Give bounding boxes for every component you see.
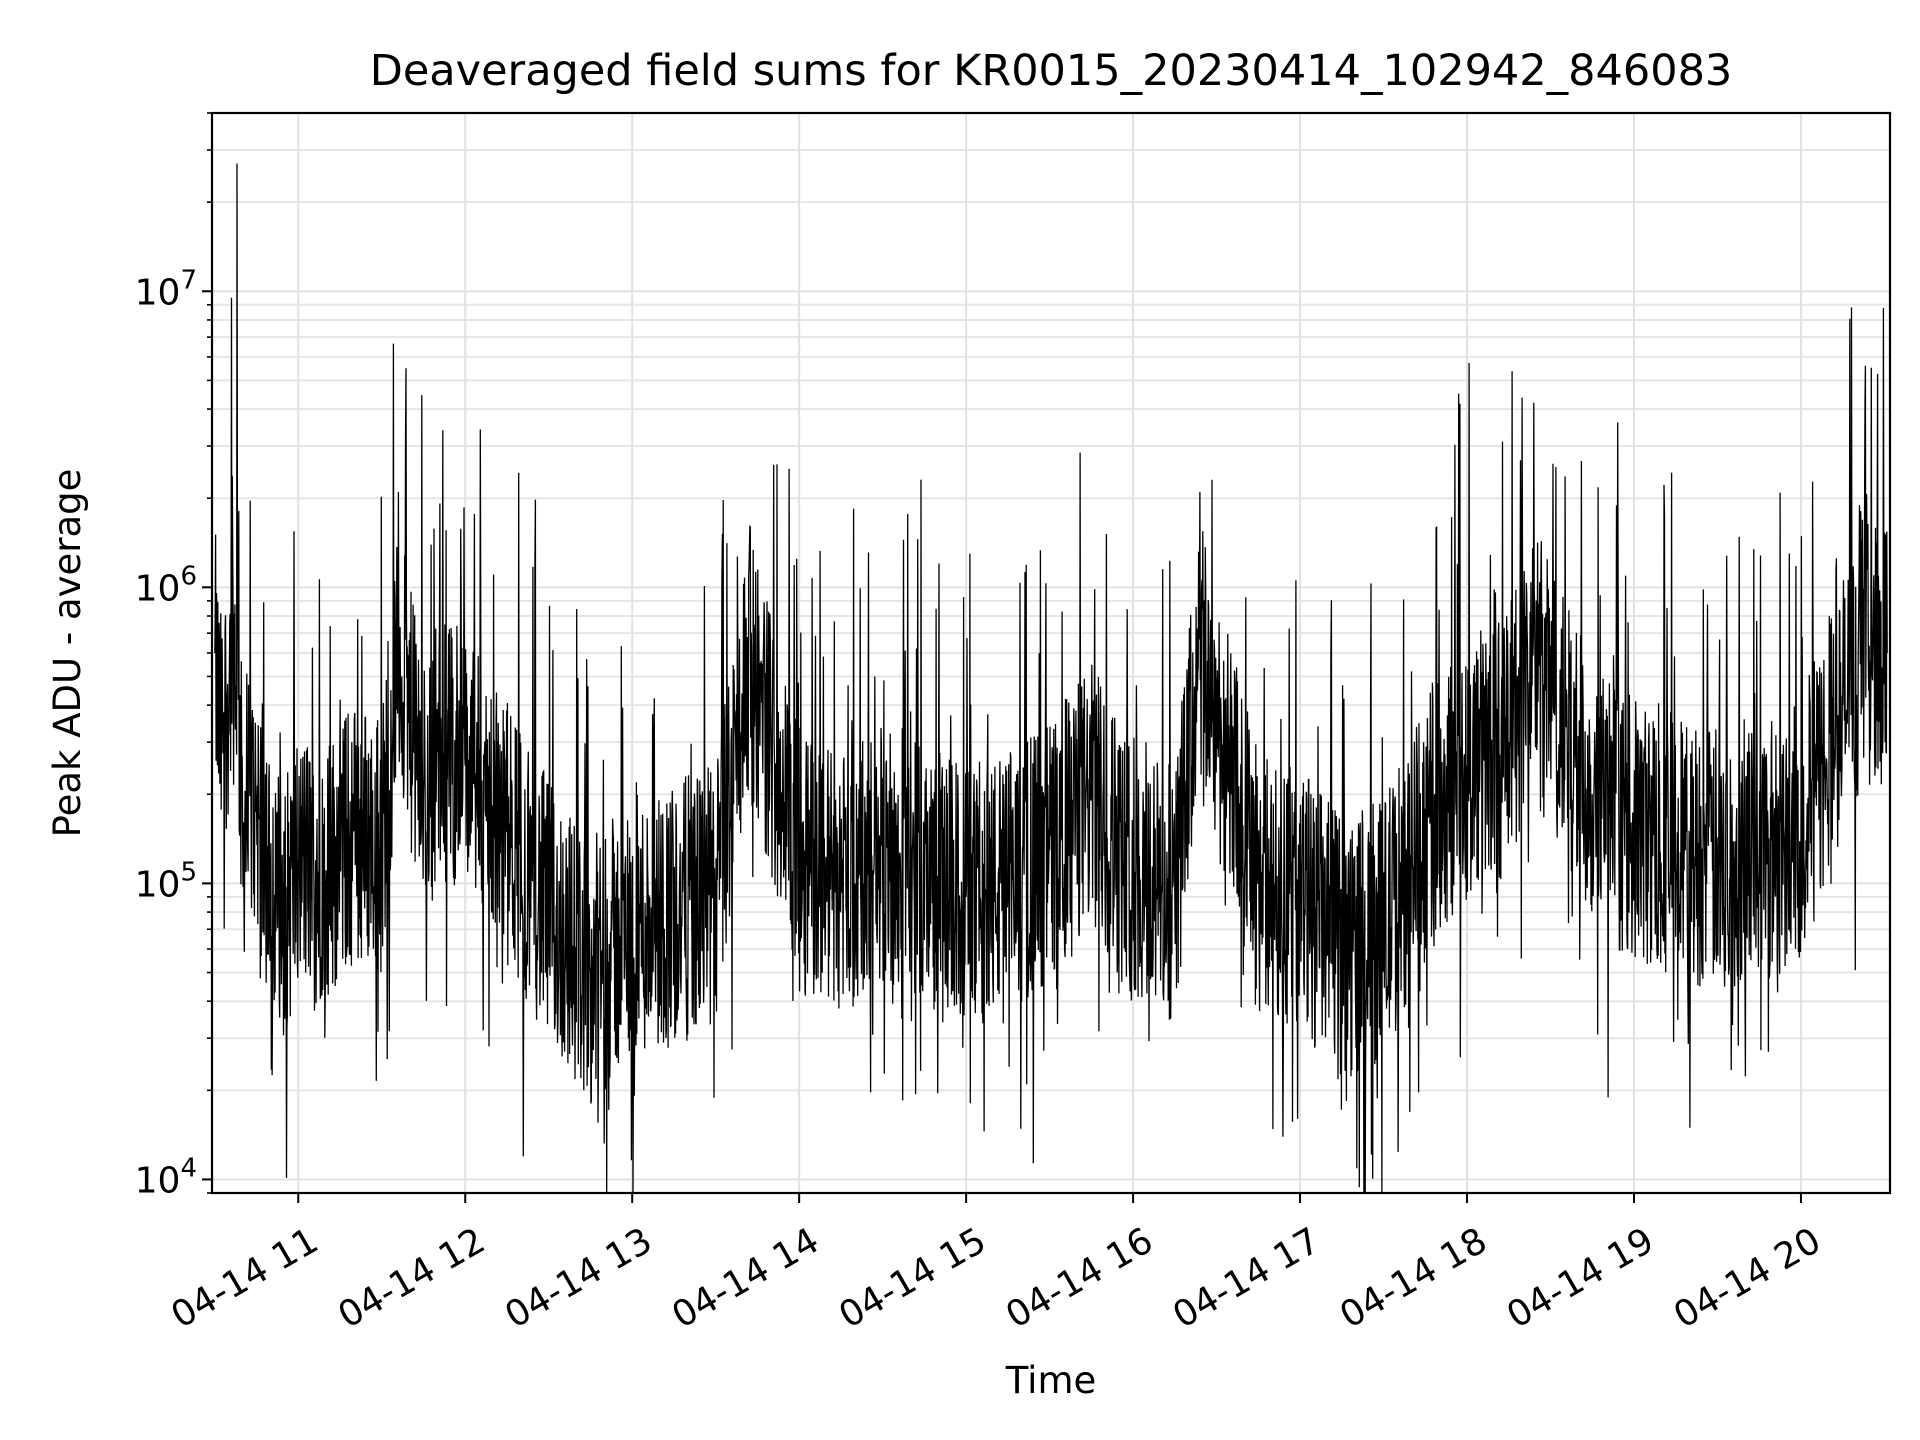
y-tick-label: 106 xyxy=(135,561,197,609)
y-axis: 104 105 106 107 xyxy=(135,112,212,1201)
x-tick-label: 04-14 14 xyxy=(665,1220,826,1336)
y-tick-label: 107 xyxy=(135,265,197,313)
y-tick-label: 104 xyxy=(135,1153,197,1201)
series-layer xyxy=(214,163,1888,1194)
x-tick-label: 04-14 19 xyxy=(1500,1220,1661,1336)
x-tick-label: 04-14 20 xyxy=(1667,1220,1828,1336)
data-series-line xyxy=(214,163,1888,1194)
chart-title: Deaveraged field sums for KR0015_2023041… xyxy=(370,46,1733,96)
y-tick-label: 105 xyxy=(135,857,197,905)
x-tick-label: 04-14 15 xyxy=(832,1220,993,1336)
x-axis-label: Time xyxy=(1005,1359,1097,1402)
x-tick-label: 04-14 12 xyxy=(331,1220,492,1336)
x-tick-label: 04-14 13 xyxy=(498,1220,659,1336)
x-tick-label: 04-14 17 xyxy=(1166,1220,1327,1336)
x-axis: 04-14 11 04-14 12 04-14 13 04-14 14 04-14 15… xyxy=(164,1193,1828,1337)
x-tick-label: 04-14 18 xyxy=(1333,1220,1494,1336)
y-axis-label: Peak ADU - average xyxy=(46,469,89,838)
x-tick-label: 04-14 11 xyxy=(164,1220,325,1336)
x-tick-label: 04-14 16 xyxy=(999,1220,1160,1336)
